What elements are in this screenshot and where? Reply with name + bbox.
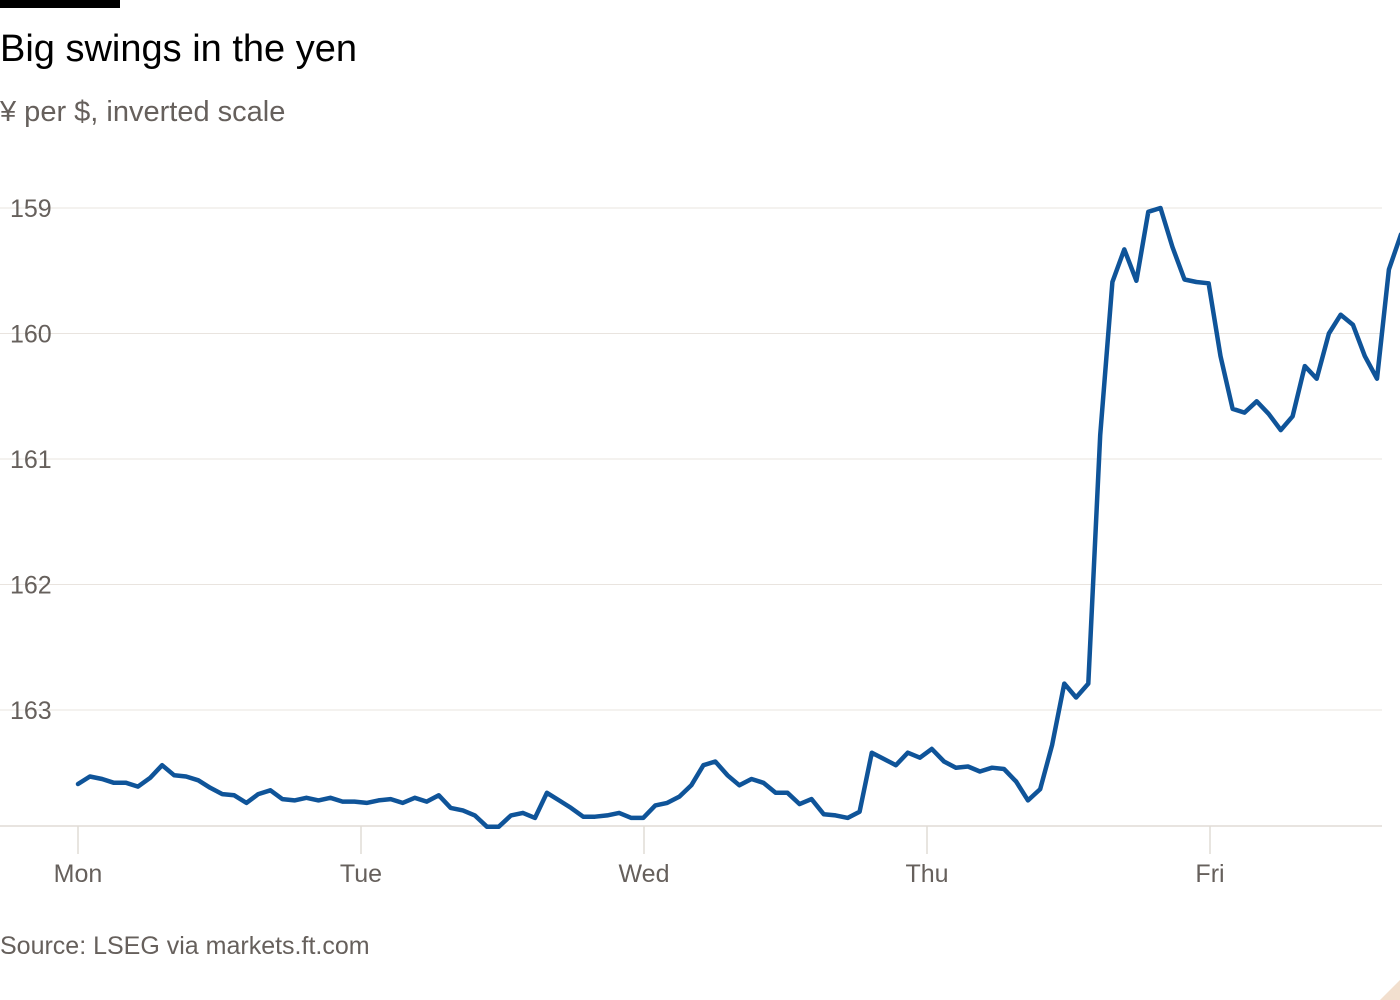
x-tick-label-tue: Tue xyxy=(340,860,382,888)
chart-subtitle: ¥ per $, inverted scale xyxy=(0,96,286,128)
chart-title: Big swings in the yen xyxy=(0,28,357,70)
x-tick-label-thu: Thu xyxy=(905,860,948,888)
brand-bar xyxy=(0,0,120,8)
y-tick-label: 161 xyxy=(10,446,52,474)
x-tick-label-fri: Fri xyxy=(1195,860,1224,888)
x-tick-label-mon: Mon xyxy=(54,860,103,888)
y-tick-label: 162 xyxy=(10,572,52,600)
grid-lines xyxy=(0,207,1382,711)
y-axis-ticks: 159 160 161 162 163 xyxy=(10,195,52,725)
y-tick-label: 160 xyxy=(10,321,52,349)
y-tick-label: 159 xyxy=(10,195,52,223)
x-axis-ticks: Mon Tue Wed Thu Fri xyxy=(54,826,1225,888)
series-line-usd-jpy xyxy=(75,205,1400,829)
y-tick-label: 163 xyxy=(10,697,52,725)
source-note: Source: LSEG via markets.ft.com xyxy=(0,932,370,960)
x-tick-label-wed: Wed xyxy=(619,860,670,888)
corner-fold-icon xyxy=(1380,980,1400,1000)
